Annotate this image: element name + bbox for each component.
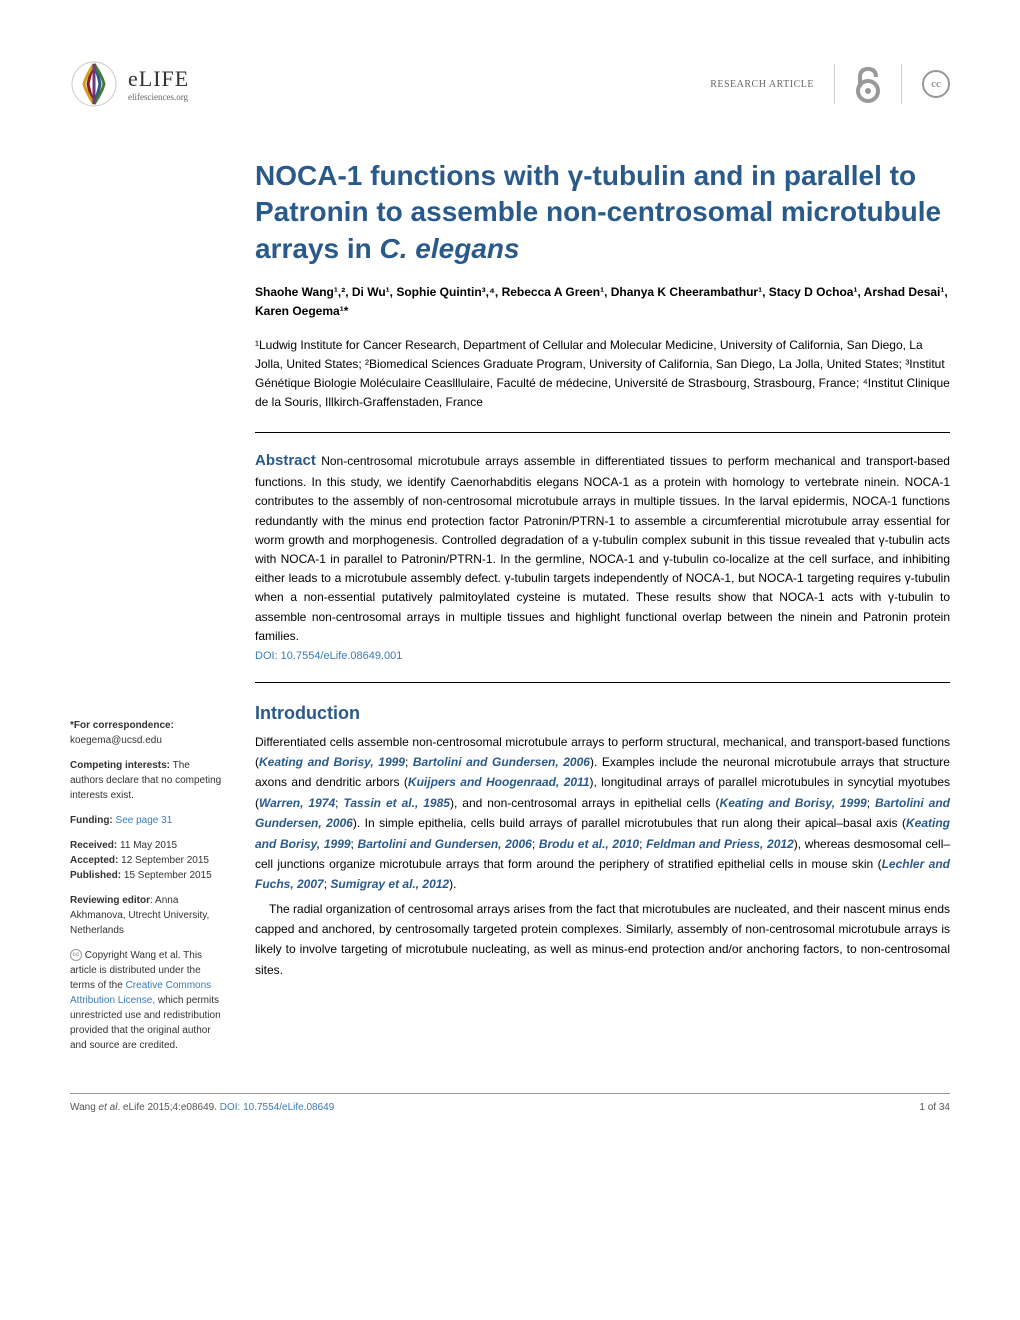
main-content: NOCA-1 functions with γ-tubulin and in p… — [255, 158, 950, 1063]
page-header: eLIFE elifesciences.org RESEARCH ARTICLE… — [70, 60, 950, 108]
authors: Shaohe Wang¹,², Di Wu¹, Sophie Quintin³,… — [255, 283, 950, 321]
competing-interests: Competing interests: The authors declare… — [70, 758, 225, 803]
header-right: RESEARCH ARTICLE cc — [710, 64, 950, 104]
elife-logo-icon — [70, 60, 118, 108]
content-wrapper: *For correspondence: koegema@ucsd.edu Co… — [70, 158, 950, 1063]
affiliations: ¹Ludwig Institute for Cancer Research, D… — [255, 336, 950, 413]
cc-license-icon: cc — [922, 70, 950, 98]
correspondence: *For correspondence: koegema@ucsd.edu — [70, 718, 225, 748]
divider — [901, 64, 902, 104]
article-type: RESEARCH ARTICLE — [710, 79, 814, 90]
logo-text: eLIFE — [128, 66, 189, 92]
logo-text-block: eLIFE elifesciences.org — [128, 66, 189, 102]
footer-citation: Wang et al. eLife 2015;4:e08649. DOI: 10… — [70, 1102, 334, 1113]
intro-p1: Differentiated cells assemble non-centro… — [255, 732, 950, 895]
copyright: cc Copyright Wang et al. This article is… — [70, 948, 225, 1053]
divider — [834, 64, 835, 104]
reviewing-editor: Reviewing editor: Anna Akhmanova, Utrech… — [70, 893, 225, 938]
abstract-doi[interactable]: DOI: 10.7554/eLife.08649.001 — [255, 650, 402, 662]
page-number: 1 of 34 — [919, 1102, 950, 1113]
logo-subtitle: elifesciences.org — [128, 92, 189, 102]
rule — [255, 432, 950, 433]
dates: Received: 11 May 2015 Accepted: 12 Septe… — [70, 838, 225, 883]
intro-p2: The radial organization of centrosomal a… — [255, 899, 950, 981]
abstract-label: Abstract — [255, 452, 316, 469]
article-title: NOCA-1 functions with γ-tubulin and in p… — [255, 158, 950, 267]
funding: Funding: See page 31 — [70, 813, 225, 828]
introduction-body: Differentiated cells assemble non-centro… — [255, 732, 950, 981]
page-footer: Wang et al. eLife 2015;4:e08649. DOI: 10… — [70, 1093, 950, 1113]
abstract: Abstract Non-centrosomal microtubule arr… — [255, 449, 950, 665]
open-access-icon — [855, 65, 881, 103]
logo-block: eLIFE elifesciences.org — [70, 60, 189, 108]
rule — [255, 682, 950, 683]
sidebar: *For correspondence: koegema@ucsd.edu Co… — [70, 158, 225, 1063]
introduction-heading: Introduction — [255, 703, 950, 724]
cc-icon-small: cc — [70, 949, 82, 961]
